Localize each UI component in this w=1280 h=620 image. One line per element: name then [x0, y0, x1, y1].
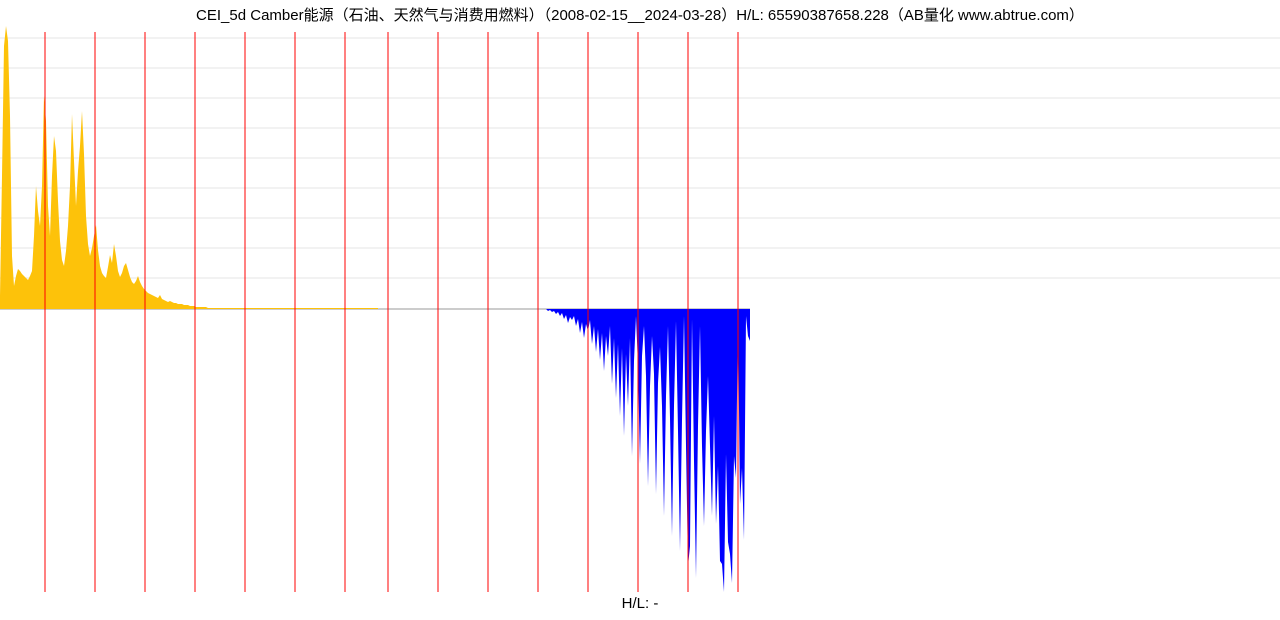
chart-svg [0, 26, 1280, 592]
chart-area [0, 26, 1280, 592]
chart-title: CEI_5d Camber能源（石油、天然气与消费用燃料）（2008-02-15… [0, 0, 1280, 26]
chart-footer: H/L: - [0, 592, 1280, 616]
